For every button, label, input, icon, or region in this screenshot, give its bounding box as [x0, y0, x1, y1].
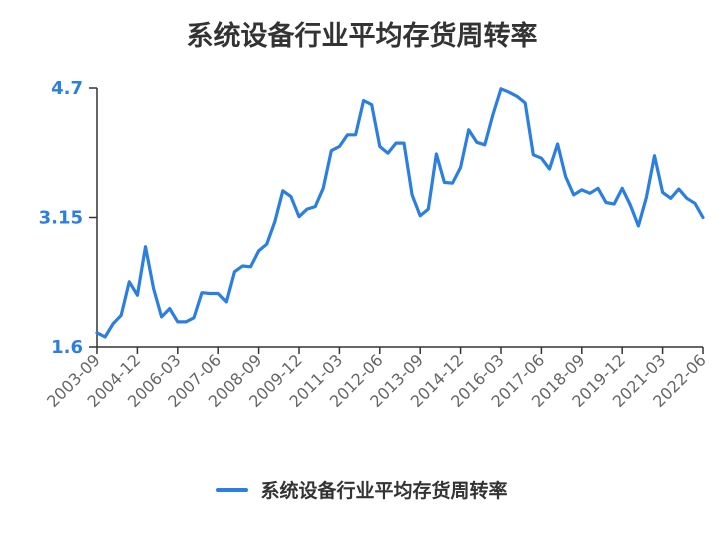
legend-label: 系统设备行业平均存货周转率: [260, 480, 508, 502]
series-layer: [95, 87, 705, 339]
y-tick-label: 3.15: [39, 208, 83, 229]
series-line: [95, 87, 705, 339]
legend-swatch: [216, 487, 249, 492]
chart-title: 系统设备行业平均存货周转率: [186, 21, 538, 52]
y-tick-label: 4.7: [51, 78, 83, 99]
y-tick-label: 1.6: [51, 337, 83, 358]
chart-legend: 系统设备行业平均存货周转率: [0, 476, 724, 503]
y-axis-ticks: 1.6 3.15 4.7: [39, 78, 97, 358]
x-axis-ticks: 2003-092004-122006-032007-062008-092009-…: [43, 347, 710, 411]
chart-axes: [96, 88, 703, 348]
